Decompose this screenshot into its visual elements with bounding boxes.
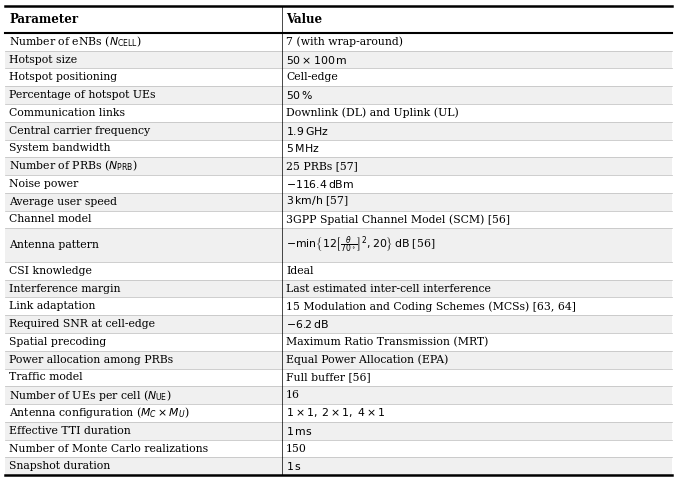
Bar (5, 387, 672, 404)
Text: Cell-edge: Cell-edge (286, 72, 338, 82)
Text: $50\,\%$: $50\,\%$ (286, 89, 313, 101)
Text: Link adaptation: Link adaptation (9, 301, 96, 311)
Bar (5, 368, 672, 387)
Text: Communication links: Communication links (9, 108, 125, 118)
Bar (5, 193, 672, 211)
Text: Number of UEs per cell ($N_\mathrm{UE}$): Number of UEs per cell ($N_\mathrm{UE}$) (9, 388, 172, 403)
Text: $1\times 1,\; 2\times 1,\; 4\times 1$: $1\times 1,\; 2\times 1,\; 4\times 1$ (286, 407, 385, 420)
Text: System bandwidth: System bandwidth (9, 143, 111, 153)
Text: Value: Value (286, 13, 322, 26)
Text: Parameter: Parameter (9, 13, 79, 26)
Bar (5, 280, 672, 297)
Text: Number of Monte Carlo realizations: Number of Monte Carlo realizations (9, 444, 209, 454)
Bar (5, 404, 672, 422)
Bar (5, 175, 672, 193)
Bar (5, 139, 672, 157)
Text: Interference margin: Interference margin (9, 284, 121, 294)
Text: Hotspot size: Hotspot size (9, 55, 78, 65)
Text: Required SNR at cell-edge: Required SNR at cell-edge (9, 319, 156, 329)
Bar (5, 315, 672, 333)
Bar (5, 440, 672, 457)
Text: 7 (with wrap-around): 7 (with wrap-around) (286, 36, 403, 47)
Bar (5, 122, 672, 139)
Bar (5, 86, 672, 104)
Bar (5, 262, 672, 280)
Text: Average user speed: Average user speed (9, 197, 118, 207)
Text: Equal Power Allocation (EPA): Equal Power Allocation (EPA) (286, 354, 448, 365)
Text: $1\,\mathrm{s}$: $1\,\mathrm{s}$ (286, 460, 302, 472)
Text: CSI knowledge: CSI knowledge (9, 266, 92, 276)
Text: Power allocation among PRBs: Power allocation among PRBs (9, 354, 173, 365)
Text: $50 \times 100\,\mathrm{m}$: $50 \times 100\,\mathrm{m}$ (286, 54, 347, 66)
Text: 150: 150 (286, 444, 307, 454)
Text: Noise power: Noise power (9, 179, 79, 189)
Text: Ideal: Ideal (286, 266, 313, 276)
Text: $3\,\mathrm{km/h}$ [57]: $3\,\mathrm{km/h}$ [57] (286, 195, 349, 208)
Text: Full buffer [56]: Full buffer [56] (286, 373, 370, 382)
Bar (5, 211, 672, 228)
Text: Maximum Ratio Transmission (MRT): Maximum Ratio Transmission (MRT) (286, 337, 488, 347)
Bar (5, 33, 672, 51)
Text: Traffic model: Traffic model (9, 373, 83, 382)
Bar (5, 422, 672, 440)
Text: Hotspot positioning: Hotspot positioning (9, 72, 118, 82)
Text: $1.9\,\mathrm{GHz}$: $1.9\,\mathrm{GHz}$ (286, 125, 329, 137)
Text: 3GPP Spatial Channel Model (SCM) [56]: 3GPP Spatial Channel Model (SCM) [56] (286, 214, 510, 225)
Text: Number of eNBs ($N_\mathrm{CELL}$): Number of eNBs ($N_\mathrm{CELL}$) (9, 34, 142, 49)
Bar (5, 157, 672, 175)
Text: Channel model: Channel model (9, 215, 92, 225)
Text: $-6.2\,\mathrm{dB}$: $-6.2\,\mathrm{dB}$ (286, 318, 329, 330)
Text: Snapshot duration: Snapshot duration (9, 461, 111, 471)
Text: Effective TTI duration: Effective TTI duration (9, 426, 131, 436)
Text: $-\min\left\{12\left[\frac{\theta}{70^\circ}\right]^{2},20\right\}\,\mathrm{dB}$: $-\min\left\{12\left[\frac{\theta}{70^\c… (286, 234, 435, 256)
Text: Antenna pattern: Antenna pattern (9, 240, 100, 250)
Text: Antenna configuration ($M_C \times M_U$): Antenna configuration ($M_C \times M_U$) (9, 406, 190, 421)
Text: 25 PRBs [57]: 25 PRBs [57] (286, 161, 357, 171)
Bar (5, 104, 672, 122)
Text: Number of PRBs ($N_\mathrm{PRB}$): Number of PRBs ($N_\mathrm{PRB}$) (9, 159, 138, 173)
Text: Last estimated inter-cell interference: Last estimated inter-cell interference (286, 284, 491, 294)
Text: Central carrier frequency: Central carrier frequency (9, 125, 150, 136)
Bar (5, 457, 672, 475)
Bar (5, 68, 672, 86)
Bar (5, 228, 672, 262)
Text: 15 Modulation and Coding Schemes (MCSs) [63, 64]: 15 Modulation and Coding Schemes (MCSs) … (286, 301, 576, 312)
Bar (5, 297, 672, 315)
Text: Percentage of hotspot UEs: Percentage of hotspot UEs (9, 90, 156, 100)
Bar (5, 51, 672, 68)
Text: 16: 16 (286, 390, 300, 400)
Text: Spatial precoding: Spatial precoding (9, 337, 107, 347)
Text: $1\,\mathrm{ms}$: $1\,\mathrm{ms}$ (286, 425, 312, 437)
Bar (5, 333, 672, 351)
Text: $5\,\mathrm{MHz}$: $5\,\mathrm{MHz}$ (286, 142, 320, 154)
Text: $-116.4\,\mathrm{dBm}$: $-116.4\,\mathrm{dBm}$ (286, 178, 354, 190)
Bar (5, 6, 672, 33)
Bar (5, 351, 672, 368)
Text: Downlink (DL) and Uplink (UL): Downlink (DL) and Uplink (UL) (286, 108, 459, 118)
